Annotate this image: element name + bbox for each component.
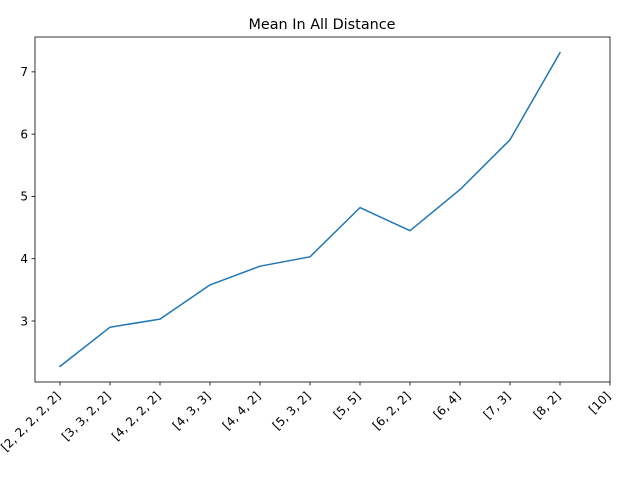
x-tick-label: [6, 2, 2] — [370, 389, 414, 433]
y-tick-label: 5 — [20, 190, 28, 204]
x-tick-label: [2, 2, 2, 2, 2] — [0, 389, 63, 454]
x-tick-label: [5, 5] — [331, 389, 364, 422]
y-tick-label: 6 — [20, 127, 28, 141]
x-tick-label: [10] — [586, 389, 613, 416]
plot-area: [2, 2, 2, 2, 2][3, 3, 2, 2][4, 2, 2, 2][… — [0, 51, 613, 454]
x-tick-label: [6, 4] — [431, 389, 464, 422]
chart-title: Mean In All Distance — [248, 17, 395, 33]
y-tick-label: 4 — [20, 252, 28, 266]
x-tick-label: [4, 3, 3] — [170, 389, 214, 433]
x-tick-label: [7, 3] — [481, 389, 514, 422]
axes-frame — [34, 36, 611, 383]
x-tick-label: [8, 2] — [531, 389, 564, 422]
x-tick-label: [4, 2, 2, 2] — [109, 389, 163, 443]
x-tick-label: [3, 3, 2, 2] — [59, 389, 113, 443]
y-tick-label: 3 — [20, 314, 28, 328]
series-line — [58, 51, 562, 368]
x-tick-label: [5, 3, 2] — [270, 389, 314, 433]
y-tick-label: 7 — [20, 65, 28, 79]
x-tick-label: [4, 4, 2] — [220, 389, 264, 433]
